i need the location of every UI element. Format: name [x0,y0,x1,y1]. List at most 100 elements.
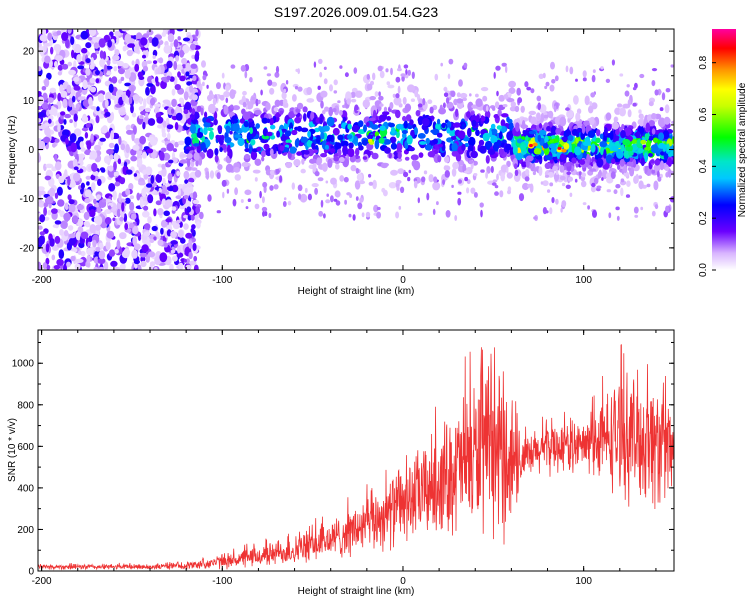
heatmap-cell [252,169,261,174]
heatmap-cell [192,199,200,204]
heatmap-cell [168,222,172,231]
heatmap-cell [254,203,260,210]
heatmap-cell [492,106,496,111]
heatmap-cell [140,37,148,46]
heatmap-cell [186,206,192,213]
heatmap-cell [304,187,308,193]
heatmap-cell [615,184,621,189]
heatmap-cell [560,207,563,213]
heatmap-cell [275,168,280,175]
heatmap-cell [183,223,189,230]
heatmap-cell [44,55,51,64]
heatmap-cell [132,112,137,118]
heatmap-cell [475,114,480,123]
heatmap-cell [178,262,184,270]
heatmap-cell [462,136,470,142]
heatmap-cell [330,177,337,185]
heatmap-cell [314,187,318,195]
heatmap-cell [147,177,151,185]
heatmap-cell [165,218,172,223]
heatmap-cell [303,113,307,122]
heatmap-cell [120,76,125,81]
heatmap-cell [407,176,411,182]
heatmap-cell [355,106,359,111]
heatmap-cell [161,167,167,177]
heatmap-cell [540,112,545,123]
heatmap-cell [383,139,392,145]
heatmap-cell [372,179,377,190]
heatmap-cell [473,192,478,198]
heatmap-cell [648,120,655,127]
heatmap-cell [545,81,550,87]
heatmap-cell [320,100,324,109]
heatmap-cell [191,133,199,139]
y-tick-label: -20 [20,243,35,254]
heatmap-cell [216,82,221,90]
heatmap-cell [396,186,400,191]
heatmap-cell [307,193,312,201]
heatmap-cell [326,134,333,141]
heatmap-cell [195,29,199,37]
heatmap-cell [536,95,542,102]
heatmap-cell [157,163,163,168]
heatmap-cell [274,71,280,78]
heatmap-cell [563,162,571,167]
heatmap-cell [189,84,194,93]
heatmap-cell [71,95,76,103]
heatmap-cell [327,158,333,168]
heatmap-cell [575,112,581,122]
heatmap-cell [518,193,525,202]
heatmap-cell [403,171,409,178]
heatmap-cell [70,255,76,262]
heatmap-cell [171,88,176,96]
heatmap-cell [263,66,268,70]
heatmap-cell [498,131,503,140]
heatmap-cell [405,114,412,122]
snr-x-label: Height of straight line (km) [298,586,415,597]
heatmap-cell [104,198,112,203]
heatmap-cell [464,170,469,174]
heatmap-cell [125,188,131,196]
heatmap-cell [89,156,94,160]
heatmap-cell [68,237,77,246]
heatmap-cell [232,198,237,207]
heatmap-cell [157,208,164,216]
heatmap-cell [402,96,407,105]
heatmap-cell [250,113,255,119]
heatmap-cell [113,171,120,177]
heatmap-cell [67,194,72,201]
heatmap-cell [110,111,115,122]
heatmap-cell [525,169,530,176]
colorbar: 0.0 0.2 0.4 0.6 0.8 Normalized spectral ampl… [698,29,748,277]
heatmap-cell [145,166,153,176]
heatmap-cell [297,86,303,92]
heatmap-cell [160,147,167,152]
heatmap-cell [549,207,553,215]
heatmap-cell [335,200,341,206]
heatmap-cell [397,85,401,94]
heatmap-cell [159,151,165,161]
heatmap-cell [166,143,174,152]
heatmap-cell [85,122,91,128]
heatmap-cell [288,111,296,119]
heatmap-cell [216,210,221,214]
heatmap-cell [362,99,370,108]
heatmap-cell [146,60,152,64]
heatmap-cell [179,97,184,103]
snr-series-line [38,344,674,571]
heatmap-cell [341,140,349,148]
heatmap-cell [57,199,65,207]
heatmap-cell [516,87,521,96]
heatmap-cell [646,183,651,188]
heatmap-cell [233,118,239,124]
heatmap-cell [366,122,370,127]
heatmap-cell [517,97,523,104]
heatmap-cell [654,204,659,210]
heatmap-cell [47,32,53,41]
heatmap-cell [248,118,253,123]
heatmap-cell [174,141,179,148]
heatmap-cell [533,148,542,155]
heatmap-cell [665,172,669,178]
heatmap-cell [166,75,171,81]
heatmap-cell [146,148,154,154]
